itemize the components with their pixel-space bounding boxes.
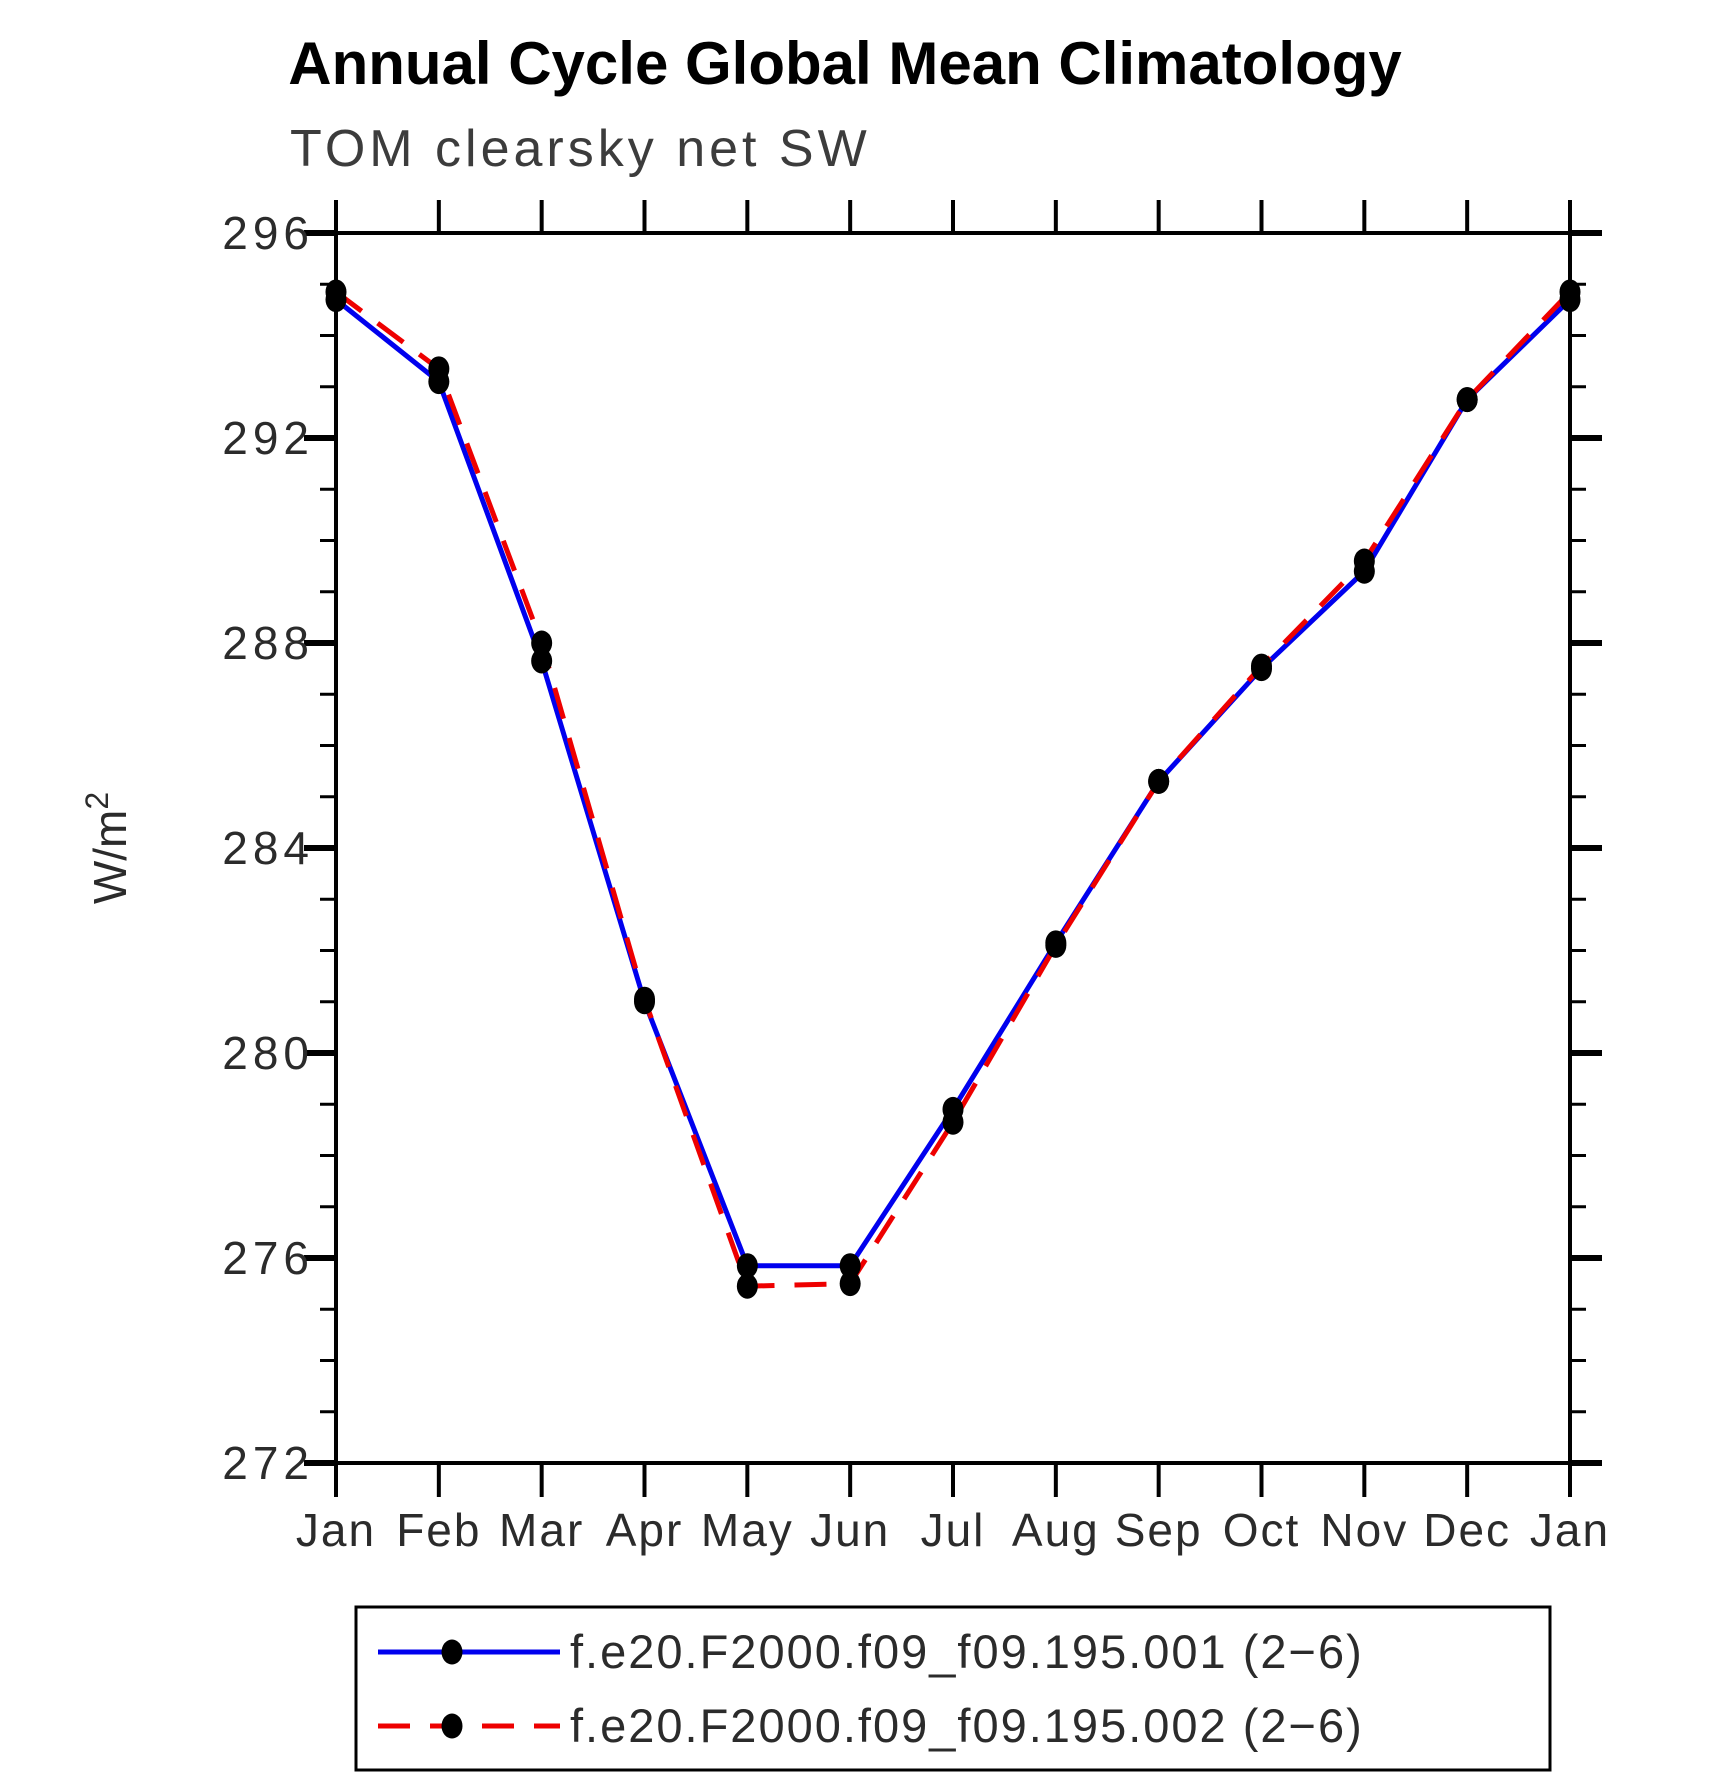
y-axis-title: W/m2: [79, 792, 136, 904]
data-point-marker: [325, 287, 347, 313]
y-axis-title-superscript: 2: [79, 792, 115, 810]
x-tick-label: May: [701, 1504, 794, 1556]
y-tick-label: 296: [222, 207, 314, 259]
x-tick-label: Nov: [1320, 1504, 1408, 1556]
legend-label-2: f.e20.F2000.f09_f09.195.002 (2−6): [570, 1699, 1364, 1752]
x-tick-label: Oct: [1223, 1504, 1301, 1556]
data-point-marker: [1045, 930, 1067, 956]
data-point-marker: [1251, 656, 1272, 682]
x-tick-label: Sep: [1115, 1504, 1203, 1556]
x-tick-label: Jan: [1530, 1504, 1610, 1556]
x-tick-label: Feb: [396, 1504, 481, 1556]
y-tick-label: 272: [222, 1437, 314, 1489]
data-point-marker: [1559, 287, 1581, 313]
y-tick-label: 292: [222, 412, 314, 464]
y-tick-label: 276: [222, 1232, 314, 1284]
data-point-marker: [736, 1273, 758, 1299]
x-tick-label: Apr: [606, 1504, 684, 1556]
data-point-marker: [839, 1271, 861, 1297]
y-tick-label: 284: [222, 822, 314, 874]
data-point-marker: [839, 1253, 861, 1279]
plot-area: 272 276 280 284 288 292 296 Jan Feb Mar Apr May Jun J…: [79, 200, 1610, 1556]
legend-label-1: f.e20.F2000.f09_f09.195.001 (2−6): [570, 1625, 1364, 1678]
data-point-marker: [1353, 558, 1375, 584]
legend-marker-2: [441, 1713, 463, 1739]
y-axis-title-group: W/m2: [79, 792, 136, 904]
x-tick-label: Jan: [296, 1504, 376, 1556]
data-point-marker: [531, 648, 553, 674]
x-tick-label: Aug: [1012, 1504, 1100, 1556]
y-tick-label: 288: [222, 617, 314, 669]
chart-subtitle: TOM clearsky net SW: [290, 120, 871, 178]
data-point-marker: [428, 369, 450, 395]
legend-marker-1: [441, 1639, 463, 1665]
data-point-marker: [736, 1253, 758, 1279]
legend-box: [354, 1605, 1552, 1772]
x-tick-label: Mar: [499, 1504, 584, 1556]
data-point-marker: [634, 989, 655, 1015]
y-tick-label: 280: [222, 1027, 314, 1079]
legend: f.e20.F2000.f09_f09.195.001 (2−6) f.e20.F…: [354, 1605, 1552, 1772]
data-point-marker: [1456, 387, 1478, 413]
data-point-marker: [1148, 768, 1170, 794]
data-point-marker: [531, 630, 553, 656]
chart-title: Annual Cycle Global Mean Climatology: [288, 30, 1402, 97]
x-tick-label: Dec: [1423, 1504, 1511, 1556]
x-tick-label: Jul: [921, 1504, 986, 1556]
x-tick-label: Jun: [810, 1504, 890, 1556]
data-point-marker: [942, 1096, 964, 1122]
